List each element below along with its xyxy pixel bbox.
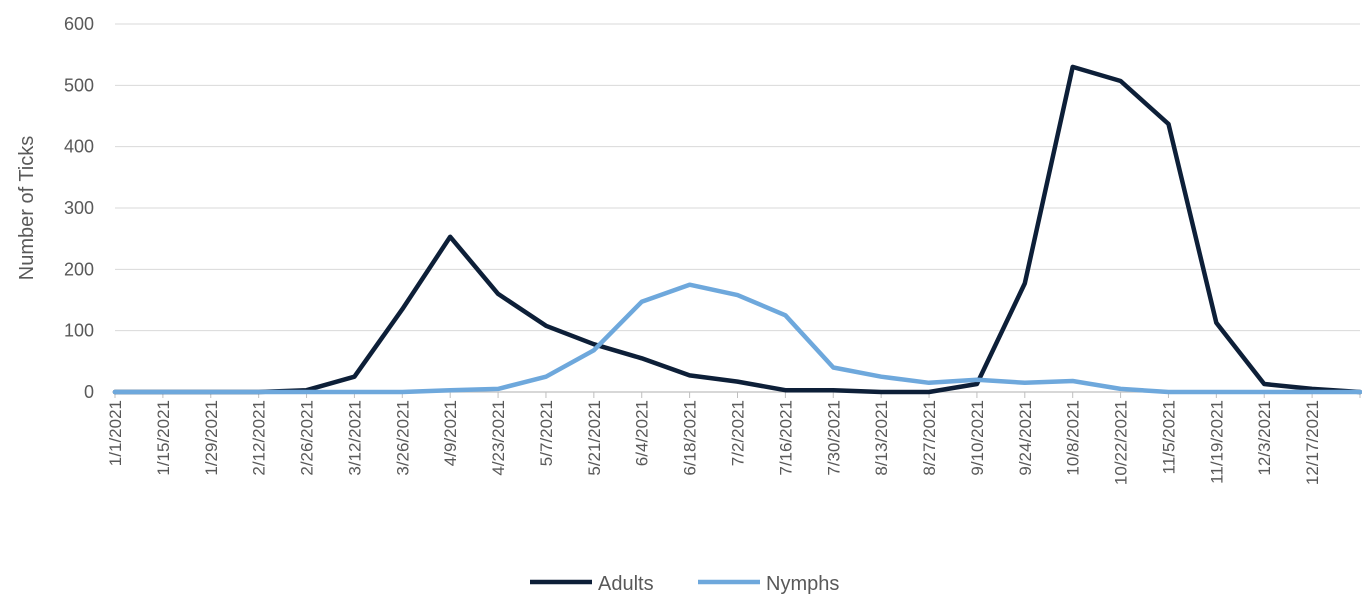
x-tick-label: 7/2/2021 <box>729 400 748 466</box>
x-tick-label: 12/17/2021 <box>1303 400 1322 485</box>
y-tick-label: 200 <box>64 259 94 279</box>
y-tick-label: 500 <box>64 75 94 95</box>
series-line-adults <box>112 64 1362 395</box>
x-tick-label: 11/19/2021 <box>1207 400 1226 484</box>
x-tick-label: 4/9/2021 <box>441 400 460 466</box>
y-axis-title: Number of Ticks <box>16 136 38 280</box>
y-axis-ticks: 0 100 200 300 400 500 600 <box>64 14 94 402</box>
legend-label-adults: Adults <box>598 573 654 594</box>
x-tick-label: 12/3/2021 <box>1255 400 1274 476</box>
x-tick-label: 7/30/2021 <box>824 400 843 476</box>
x-tick-label: 9/10/2021 <box>968 400 987 476</box>
x-tick-label: 4/23/2021 <box>489 400 508 476</box>
series-lines <box>112 64 1362 395</box>
x-tick-label: 7/16/2021 <box>776 400 795 476</box>
x-tick-label: 3/26/2021 <box>393 400 412 476</box>
y-tick-label: 400 <box>64 137 94 157</box>
x-tick-label: 2/12/2021 <box>250 400 269 476</box>
x-tick-label: 2/26/2021 <box>298 400 317 476</box>
x-tick-label: 8/13/2021 <box>872 400 891 476</box>
x-tick-label: 5/21/2021 <box>585 400 604 476</box>
y-tick-label: 300 <box>64 198 94 218</box>
x-tick-label: 9/24/2021 <box>1016 400 1035 476</box>
x-tick-label: 11/5/2021 <box>1159 400 1178 474</box>
legend-label-nymphs: Nymphs <box>766 573 839 594</box>
x-tick-label: 8/27/2021 <box>920 400 939 476</box>
x-tick-label: 6/4/2021 <box>633 400 652 466</box>
x-tick-label: 5/7/2021 <box>537 400 556 466</box>
y-tick-label: 0 <box>84 382 94 402</box>
x-axis-ticks: 1/1/2021 1/15/2021 1/29/2021 2/12/2021 2/26/… <box>106 400 1322 485</box>
y-tick-label: 100 <box>64 321 94 341</box>
gridlines <box>115 23 1360 332</box>
x-tick-label: 10/8/2021 <box>1064 400 1083 476</box>
x-tick-label: 1/29/2021 <box>202 400 221 476</box>
x-tick-label: 1/15/2021 <box>154 400 173 476</box>
y-tick-label: 600 <box>64 14 94 34</box>
x-tick-label: 6/18/2021 <box>681 400 700 476</box>
legend: Adults Nymphs <box>530 573 839 594</box>
x-tick-label: 1/1/2021 <box>106 400 125 466</box>
x-tick-label: 10/22/2021 <box>1112 400 1131 485</box>
series-line-nymphs <box>112 282 1362 395</box>
x-tick-label: 3/12/2021 <box>345 400 364 476</box>
